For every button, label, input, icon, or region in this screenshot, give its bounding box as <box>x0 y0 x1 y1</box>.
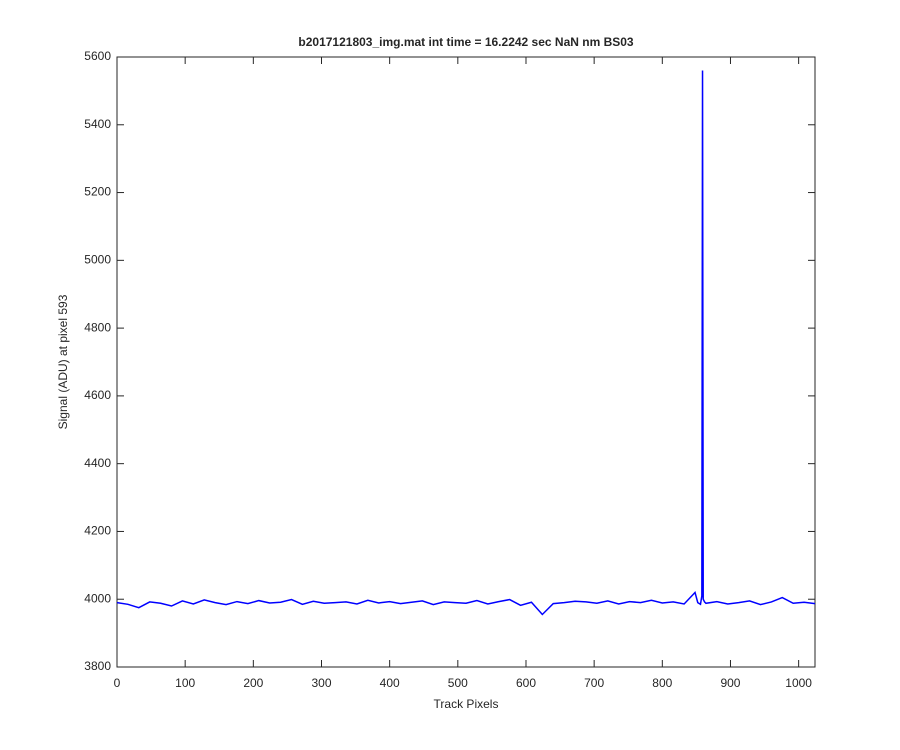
y-tick-label: 3800 <box>84 659 111 673</box>
chart-title: b2017121803_img.mat int time = 16.2242 s… <box>298 35 634 49</box>
y-tick-label: 4600 <box>84 388 111 402</box>
x-tick-label: 500 <box>448 676 468 690</box>
x-tick-label: 100 <box>175 676 195 690</box>
y-tick-label: 5200 <box>84 185 111 199</box>
x-tick-label: 900 <box>720 676 740 690</box>
data-line <box>116 70 816 616</box>
x-tick-label: 700 <box>584 676 604 690</box>
y-tick-label: 4200 <box>84 524 111 538</box>
x-axis-label: Track Pixels <box>434 697 499 711</box>
x-tick-label: 1000 <box>785 676 812 690</box>
y-tick-label: 4800 <box>84 320 111 334</box>
x-tick-label: 400 <box>380 676 400 690</box>
x-tick-label: 0 <box>114 676 121 690</box>
x-tick-label: 800 <box>652 676 672 690</box>
y-tick-label: 4400 <box>84 456 111 470</box>
y-tick-label: 5600 <box>84 49 111 63</box>
plot-box <box>116 56 816 668</box>
x-tick-label: 200 <box>243 676 263 690</box>
y-axis-label: Signal (ADU) at pixel 593 <box>56 294 70 429</box>
y-tick-label: 4000 <box>84 591 111 605</box>
x-tick-label: 600 <box>516 676 536 690</box>
x-tick-label: 300 <box>311 676 331 690</box>
y-tick-label: 5400 <box>84 117 111 131</box>
y-tick-label: 5000 <box>84 253 111 267</box>
